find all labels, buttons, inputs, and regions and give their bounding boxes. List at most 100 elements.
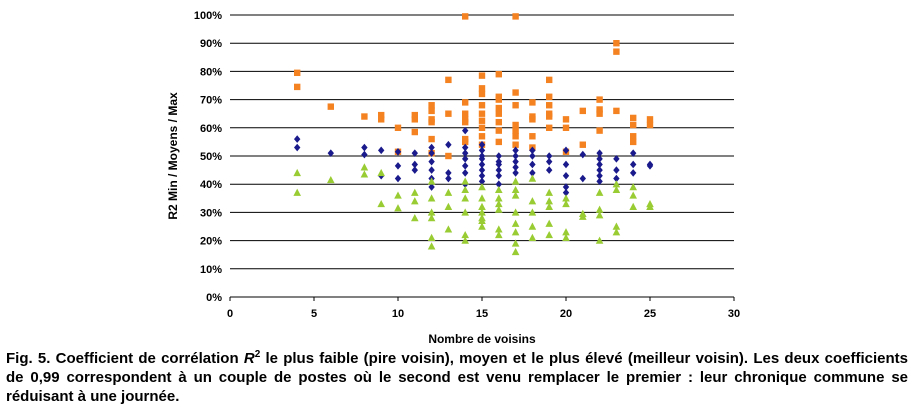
x-tick-label: 25 [644,308,656,320]
data-point-mean [462,149,469,157]
data-point-max [562,116,570,123]
data-point-mean [596,149,603,157]
data-point-mean [512,169,519,177]
data-point-max [462,118,469,126]
data-point-mean [445,174,452,183]
data-point-min [612,228,621,236]
data-point-mean [529,169,536,177]
data-point-mean [428,166,435,174]
data-point-max [613,40,620,47]
data-point-max [428,118,435,126]
series-square-points [294,13,654,160]
data-point-mean [562,146,570,155]
data-point-min [478,216,486,225]
data-point-mean [596,160,603,169]
data-point-min [511,219,520,227]
data-point-min [511,247,520,256]
y-tick-label: 30% [200,207,222,219]
data-point-min [511,228,520,236]
data-point-max [613,48,620,55]
data-point-mean [495,180,502,188]
data-point-mean [613,155,620,163]
data-point-max [327,103,334,110]
data-point-min [511,239,520,247]
data-point-max [596,106,603,113]
data-point-mean [361,143,368,152]
x-tick-label: 5 [311,308,317,320]
data-point-min [528,233,537,241]
data-point-mean [428,149,435,157]
data-point-min [595,188,604,196]
data-point-mean [478,155,486,163]
data-point-mean [596,171,603,180]
data-point-min [327,175,335,184]
data-point-max [596,110,603,117]
data-point-max [428,102,435,109]
y-tick-label: 20% [200,236,222,248]
data-point-min [511,177,520,185]
x-axis-ticks: 0 5 10 15 20 25 30 [227,297,740,320]
data-point-max [512,89,519,96]
data-point-max [411,128,418,136]
data-point-min [411,197,419,205]
data-point-mean [478,140,486,149]
data-point-min [293,168,301,177]
data-point-max [428,135,435,143]
data-point-mean [630,160,637,169]
data-point-mean [613,166,620,174]
data-point-min [478,183,486,191]
data-point-max [630,133,637,140]
figure-caption: Fig. 5. Coefficient de corrélation R2 le… [6,349,908,406]
data-point-min [427,208,436,216]
data-point-min [511,208,520,216]
data-point-mean [478,177,486,186]
data-point-mean [428,157,435,166]
data-point-max [596,96,603,103]
data-point-min [562,233,570,241]
data-point-min [646,202,654,210]
data-point-mean [646,162,654,170]
data-point-mean [630,149,637,157]
data-point-min [545,188,553,196]
data-point-min [528,197,537,205]
data-point-min [427,214,436,222]
data-point-mean [294,143,301,152]
data-point-min [495,205,503,213]
data-point-max [445,110,452,117]
data-point-max [529,116,536,123]
data-point-min [444,225,453,233]
data-point-max [546,102,553,109]
data-point-min [461,208,469,216]
data-point-max [411,111,418,119]
data-point-min [545,230,553,239]
data-point-mean [462,143,469,152]
data-point-max [294,69,301,77]
data-point-min [461,177,469,185]
data-point-mean [478,171,486,180]
data-point-mean [445,169,452,177]
data-point-min [545,219,553,227]
x-tick-label: 0 [227,308,233,320]
data-point-mean [630,169,637,177]
data-point-max [394,124,402,131]
data-point-min [444,188,453,196]
data-point-max [478,72,486,79]
data-point-mean [512,157,519,166]
data-point-mean [462,126,469,135]
data-point-mean [579,174,586,183]
data-point-min [612,222,621,230]
data-point-max [512,141,519,148]
data-point-max [428,107,435,115]
data-point-mean [327,149,334,157]
data-point-min [579,212,587,220]
data-point-mean [546,166,553,174]
data-point-max [529,133,536,140]
x-tick-label: 20 [560,308,572,320]
data-point-max [478,90,486,98]
data-point-max [512,127,519,134]
y-axis-ticks: 0% 10% 20% 30% 40% 50% 60% 70% 80% 90% 100% [194,10,222,304]
data-point-mean [428,183,435,191]
data-point-mean [495,160,502,169]
data-point-mean [495,171,502,180]
data-point-min [427,233,436,241]
